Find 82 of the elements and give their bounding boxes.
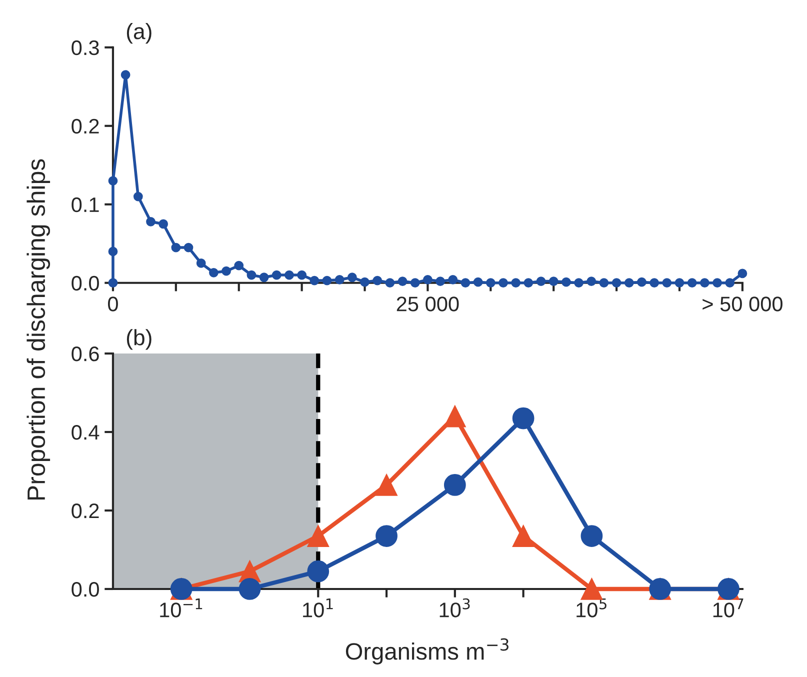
point [334, 275, 344, 284]
point [360, 277, 370, 287]
point [376, 474, 398, 496]
point [599, 278, 609, 288]
y-tick-label: 0.0 [72, 582, 99, 597]
y-axis-title: Proportion of discharging ships [26, 159, 50, 500]
point [307, 560, 330, 582]
point [637, 277, 646, 287]
x-tick-label: 10$^{−1}$ [160, 598, 202, 618]
point [120, 70, 130, 80]
point [512, 525, 534, 547]
point [423, 275, 432, 284]
point [662, 278, 672, 288]
point [398, 276, 408, 286]
point [108, 278, 118, 288]
point [536, 276, 546, 286]
point [512, 407, 534, 430]
point [234, 260, 244, 270]
point [209, 268, 218, 278]
x-tick-label: 10$^{1}$ [303, 598, 333, 618]
point [108, 176, 118, 186]
point [108, 246, 118, 256]
point [511, 278, 521, 288]
point [562, 277, 571, 287]
point [448, 275, 458, 284]
y-tick-label: 0.6 [72, 346, 99, 362]
point [524, 278, 534, 288]
point [385, 278, 395, 288]
point [272, 270, 282, 280]
point [347, 272, 357, 282]
y-tick-label: 0.1 [72, 197, 99, 212]
x-tick-label: > 50 000 [702, 296, 782, 312]
point [222, 266, 231, 276]
point [444, 474, 466, 496]
point [674, 278, 684, 288]
chart-title: (a) [126, 22, 152, 44]
point [473, 277, 483, 287]
point [580, 578, 603, 600]
x-tick-label: 25 000 [396, 296, 459, 312]
point [410, 278, 420, 288]
y-tick-label: 0.2 [72, 118, 99, 134]
point [612, 278, 622, 288]
point [238, 578, 261, 600]
point [246, 270, 256, 280]
point [460, 278, 470, 288]
point [687, 278, 697, 288]
point [307, 525, 330, 547]
point [580, 525, 603, 547]
point [624, 278, 634, 288]
point [158, 219, 168, 229]
point [586, 276, 596, 286]
point [712, 278, 722, 288]
point [184, 242, 194, 252]
point [700, 278, 710, 288]
point [725, 278, 735, 288]
point [259, 272, 269, 282]
point [322, 276, 332, 286]
point [171, 242, 181, 252]
y-tick-label: 0.0 [72, 276, 99, 291]
point [146, 216, 156, 226]
point [196, 258, 206, 268]
y-tick-label: 0.3 [72, 40, 99, 56]
x-tick-label: 0 [108, 296, 118, 312]
point [310, 276, 320, 286]
point [498, 278, 508, 288]
y-tick-label: 0.4 [72, 425, 100, 440]
point [548, 276, 558, 286]
point [297, 270, 307, 280]
chart-title: (b) [126, 329, 152, 350]
point [376, 525, 398, 547]
point [574, 278, 584, 288]
point [372, 276, 382, 286]
point [284, 270, 294, 280]
y-tick-label: 0.2 [72, 504, 99, 518]
point [436, 276, 445, 286]
point [133, 192, 143, 202]
point [444, 405, 466, 428]
point [738, 268, 748, 278]
x-axis-title: Organisms m$^{−3}$ [346, 638, 508, 664]
point [650, 278, 659, 288]
x-tick-label: 10$^{3}$ [440, 598, 470, 618]
point [486, 278, 496, 288]
